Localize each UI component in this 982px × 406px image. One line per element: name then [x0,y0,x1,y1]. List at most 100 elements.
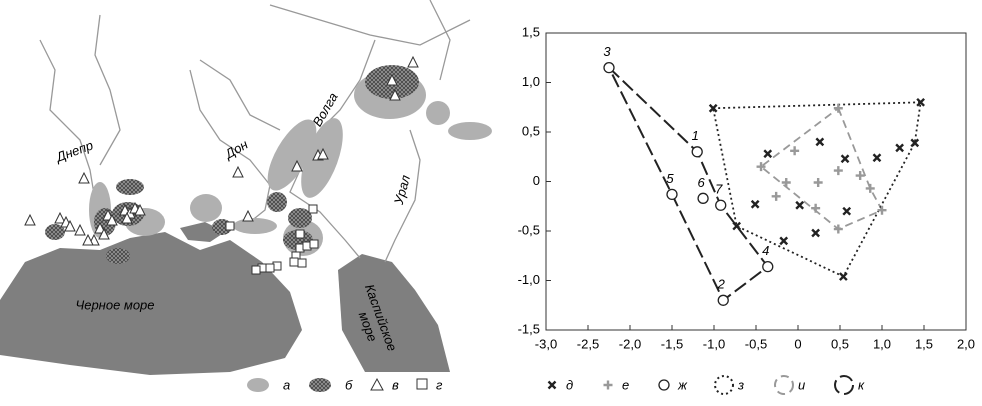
x-tick-label: -2,0 [619,336,641,351]
x-marker [840,154,850,164]
x-marker [811,228,820,238]
legend-symbol [714,375,734,395]
point-label: 7 [715,182,723,197]
site-triangle [82,233,94,246]
river [269,4,471,46]
y-tick-label: 0,5 [522,123,540,138]
legend-label: д [566,377,573,392]
y-tick-label: 0 [533,173,540,188]
rivers [39,0,471,263]
x-marker [916,97,925,107]
legend-label: б [345,377,353,392]
river [384,129,421,263]
legend-symbol [547,380,557,390]
x-tick-label: 2,0 [957,336,975,351]
point-label: 5 [666,171,674,186]
group-outline [712,101,922,278]
point-label: 3 [603,44,611,59]
x-tick-label: 0 [794,336,801,351]
site-square [251,265,261,275]
site-square [295,229,305,239]
river [189,69,271,223]
group-outline [759,106,884,231]
plus-marker [790,146,800,156]
x-tick-label: -0,5 [745,336,767,351]
x-marker [842,206,852,216]
area-light [233,218,277,234]
scatter-chart: -3,0 -2,5 -2,0 -1,5 -1,0 -0,5 0 0,5 1,0 1,5 2,0 -1,… [518,24,975,395]
legend-symbol [247,378,269,392]
circle-marker [691,146,703,158]
site-triangle [134,203,146,216]
x-marker [872,153,882,163]
plus-marker [855,171,865,181]
plus-marker [771,191,781,201]
point-label: 6 [697,175,705,190]
plus-marker [877,205,887,215]
x-marker [895,143,904,153]
x-marker [795,200,805,210]
x-marker [839,272,848,281]
area-hatched [106,248,130,264]
area-light [448,122,492,140]
x-tick-label: -3,0 [535,336,557,351]
legend-label: з [737,377,744,392]
site-triangle [386,73,398,86]
site-triangle [106,213,118,226]
group-outline [608,66,770,302]
site-triangle [242,209,254,222]
x-marker [815,137,825,147]
y-tick-label: -1,0 [518,272,540,287]
y-tick-label: -0,5 [518,222,540,237]
y-tick-label: 1,0 [522,74,540,89]
area-hatched [116,179,144,195]
x-marker [732,221,742,231]
x-marker [750,199,760,209]
legend-symbol [603,380,613,390]
site-triangle [24,213,36,226]
sea-label: Черное море [75,297,154,312]
site-square [265,263,275,273]
plot-frame [545,32,967,331]
x-tick-label: 0,5 [831,336,849,351]
plus-marker [833,103,843,113]
legend-symbol [834,375,854,395]
black-sea [0,232,302,375]
legend-label: и [798,377,805,392]
x-marker [763,149,773,159]
river-label: Дон [221,137,251,163]
caspian-sea [338,254,450,372]
area-hatched [45,224,65,240]
site-square [297,258,307,268]
y-tick-label: -1,5 [518,321,540,336]
site-square [308,204,318,214]
area-light [190,194,222,222]
circle-marker [717,294,729,306]
plus-marker [833,224,843,234]
site-triangle [232,165,244,178]
legend-label: г [436,377,443,392]
site-triangle [121,211,133,224]
river-label: Урал [391,173,414,207]
legend-symbol [370,377,384,391]
point-label: 4 [762,243,769,258]
legend-label: в [392,377,399,392]
area-hatched [267,192,287,212]
site-square [225,221,235,231]
legend-label: а [283,377,290,392]
x-tick-label: -1,5 [661,336,683,351]
circle-marker [666,188,678,201]
x-tick-label: -1,0 [703,336,725,351]
x-marker [708,103,718,113]
site-triangle [64,219,76,232]
site-square [289,257,299,267]
map: Днепр Дон Волга Урал Черное море Каспийс… [0,0,492,392]
site-triangle [389,88,401,101]
river [39,39,96,201]
point-label: 2 [717,277,726,292]
legend-symbol [309,378,331,392]
river [429,0,451,81]
site-triangle [407,55,419,68]
